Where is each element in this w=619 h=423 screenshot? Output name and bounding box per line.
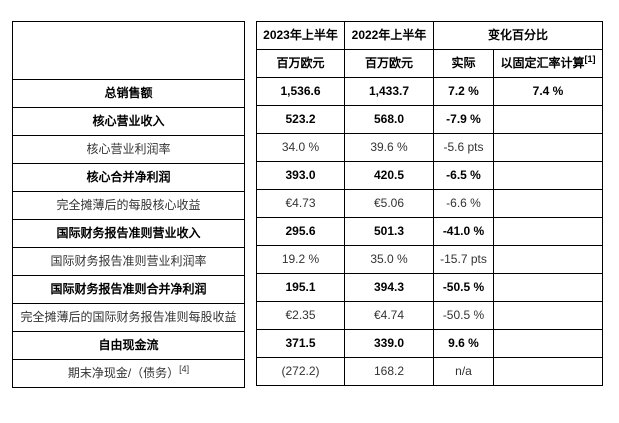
col-header-constant-currency-text: 以固定汇率计算 [500, 55, 585, 70]
table-row: 295.6 501.3 -41.0 % [256, 217, 604, 246]
table-row: 371.5 339.0 9.6 % [256, 329, 604, 358]
value-2023-h1: 19.2 % [256, 245, 345, 274]
value-change-constant-currency [492, 189, 604, 218]
metric-label: 完全摊薄后的国际财务报告准则每股收益 [12, 303, 245, 332]
value-2023-h1: 523.2 [256, 105, 345, 134]
value-2022-h1: 168.2 [344, 357, 434, 386]
table-row: 总销售额 [12, 79, 245, 108]
metric-label: 国际财务报告准则营业利润率 [12, 247, 245, 276]
value-change-constant-currency [492, 273, 604, 302]
value-change-constant-currency [492, 357, 604, 386]
value-2022-h1: 394.3 [344, 273, 434, 302]
value-2023-h1: 371.5 [256, 329, 345, 358]
metric-label: 核心营业收入 [12, 107, 245, 136]
value-2023-h1: 34.0 % [256, 133, 345, 162]
metric-label: 国际财务报告准则合并净利润 [12, 275, 245, 304]
value-2022-h1: 1,433.7 [344, 77, 434, 106]
value-2022-h1: €5.06 [344, 189, 434, 218]
table-row: €2.35 €4.74 -50.5 % [256, 301, 604, 330]
col-header-actual: 实际 [433, 49, 494, 78]
value-change-constant-currency [492, 329, 604, 358]
table-row: 19.2 % 35.0 % -15.7 pts [256, 245, 604, 274]
metric-label-text: 期末净现金/（债务） [67, 365, 180, 380]
metric-label: 完全摊薄后的每股核心收益 [12, 191, 245, 220]
col-header-constant-currency: 以固定汇率计算[1] [492, 49, 604, 78]
value-2022-h1: €4.74 [344, 301, 434, 330]
metric-label: 总销售额 [12, 79, 245, 108]
table-row: 核心营业利润率 [12, 135, 245, 164]
table-row: 国际财务报告准则营业利润率 [12, 247, 245, 276]
footnote-ref-4: [4] [179, 363, 190, 374]
col-header-2022-h1: 2022年上半年 [344, 21, 434, 50]
table-row: 国际财务报告准则营业收入 [12, 219, 245, 248]
col-header-2023-h1: 2023年上半年 [256, 21, 345, 50]
value-2023-h1: 195.1 [256, 273, 345, 302]
table-row: (272.2) 168.2 n/a [256, 357, 604, 386]
value-2022-h1: 35.0 % [344, 245, 434, 274]
unit-header-row: 百万欧元 百万欧元 实际 以固定汇率计算[1] [256, 49, 604, 78]
value-2022-h1: 339.0 [344, 329, 434, 358]
empty-header-cell [12, 21, 245, 80]
unit-header-2022: 百万欧元 [344, 49, 434, 78]
value-change-actual: 7.2 % [433, 77, 494, 106]
value-change-actual: -15.7 pts [433, 245, 494, 274]
metric-label: 期末净现金/（债务）[4] [12, 359, 245, 388]
value-change-constant-currency [492, 161, 604, 190]
value-change-constant-currency [492, 217, 604, 246]
value-change-constant-currency: 7.4 % [492, 77, 604, 106]
values-table: 2023年上半年 2022年上半年 变化百分比 百万欧元 百万欧元 实际 以固定… [256, 21, 604, 386]
value-change-constant-currency [492, 301, 604, 330]
value-2023-h1: (272.2) [256, 357, 345, 386]
table-row: 34.0 % 39.6 % -5.6 pts [256, 133, 604, 162]
value-change-actual: -5.6 pts [433, 133, 494, 162]
value-2023-h1: 1,536.6 [256, 77, 345, 106]
table-row: 1,536.6 1,433.7 7.2 % 7.4 % [256, 77, 604, 106]
metric-label: 自由现金流 [12, 331, 245, 360]
value-change-constant-currency [492, 133, 604, 162]
value-change-constant-currency [492, 245, 604, 274]
value-change-actual: -6.5 % [433, 161, 494, 190]
value-change-actual: 9.6 % [433, 329, 494, 358]
table-row: 期末净现金/（债务）[4] [12, 359, 245, 388]
value-2023-h1: €4.73 [256, 189, 345, 218]
value-change-actual: n/a [433, 357, 494, 386]
value-change-actual: -50.5 % [433, 301, 494, 330]
table-row: 核心合并净利润 [12, 163, 245, 192]
value-change-constant-currency [492, 105, 604, 134]
value-change-actual: -6.6 % [433, 189, 494, 218]
value-change-actual: -7.9 % [433, 105, 494, 134]
footnote-ref-1: [1] [584, 53, 596, 64]
value-2022-h1: 39.6 % [344, 133, 434, 162]
financial-summary-tables: 总销售额 核心营业收入 核心营业利润率 核心合并净利润 完全摊薄后的每股核心收益… [12, 21, 619, 388]
value-2023-h1: €2.35 [256, 301, 345, 330]
value-2023-h1: 295.6 [256, 217, 345, 246]
value-change-actual: -50.5 % [433, 273, 494, 302]
table-row: 国际财务报告准则合并净利润 [12, 275, 245, 304]
table-row: €4.73 €5.06 -6.6 % [256, 189, 604, 218]
value-2022-h1: 501.3 [344, 217, 434, 246]
table-row: 核心营业收入 [12, 107, 245, 136]
unit-header-2023: 百万欧元 [256, 49, 345, 78]
value-2023-h1: 393.0 [256, 161, 345, 190]
metric-label: 核心营业利润率 [12, 135, 245, 164]
table-row: 523.2 568.0 -7.9 % [256, 105, 604, 134]
col-header-change-group: 变化百分比 [432, 21, 604, 50]
metric-label-table: 总销售额 核心营业收入 核心营业利润率 核心合并净利润 完全摊薄后的每股核心收益… [12, 21, 245, 388]
value-2022-h1: 420.5 [344, 161, 434, 190]
metric-label: 国际财务报告准则营业收入 [12, 219, 245, 248]
table-row: 393.0 420.5 -6.5 % [256, 161, 604, 190]
table-row: 完全摊薄后的国际财务报告准则每股收益 [12, 303, 245, 332]
metric-label: 核心合并净利润 [12, 163, 245, 192]
value-2022-h1: 568.0 [344, 105, 434, 134]
period-header-row: 2023年上半年 2022年上半年 变化百分比 [256, 21, 604, 50]
label-header-row [12, 21, 245, 80]
table-row: 完全摊薄后的每股核心收益 [12, 191, 245, 220]
table-row: 195.1 394.3 -50.5 % [256, 273, 604, 302]
value-change-actual: -41.0 % [433, 217, 494, 246]
table-row: 自由现金流 [12, 331, 245, 360]
